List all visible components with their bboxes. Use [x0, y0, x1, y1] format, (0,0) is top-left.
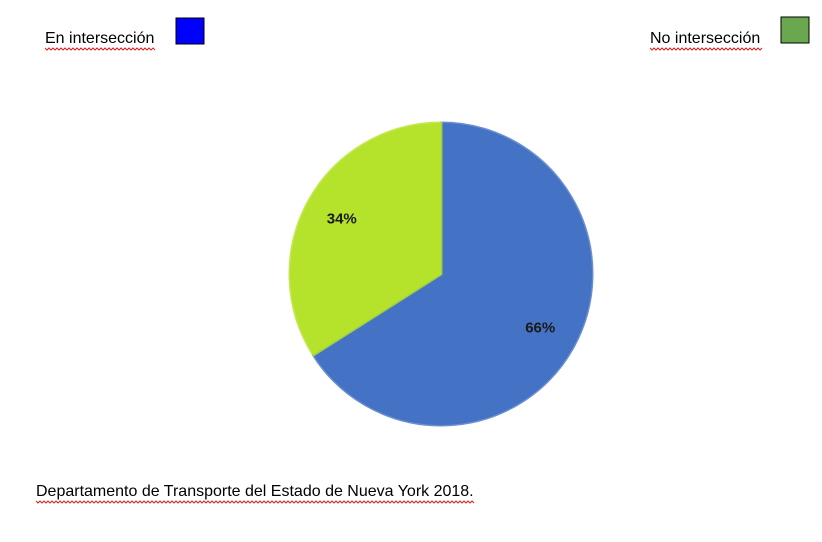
spell-underline — [35, 500, 475, 504]
legend-label: En intersección — [45, 30, 154, 47]
spell-underline — [44, 47, 156, 51]
legend-swatch — [780, 16, 810, 44]
pie-slice — [288, 121, 443, 357]
spell-underline — [649, 47, 763, 51]
legend-label: No intersección — [650, 30, 760, 47]
data-label: 66% — [525, 320, 555, 337]
data-label: 34% — [327, 210, 357, 227]
pie-slice — [312, 121, 594, 427]
legend-swatch — [175, 17, 205, 45]
source-caption: Departamento de Transporte del Estado de… — [36, 483, 474, 500]
